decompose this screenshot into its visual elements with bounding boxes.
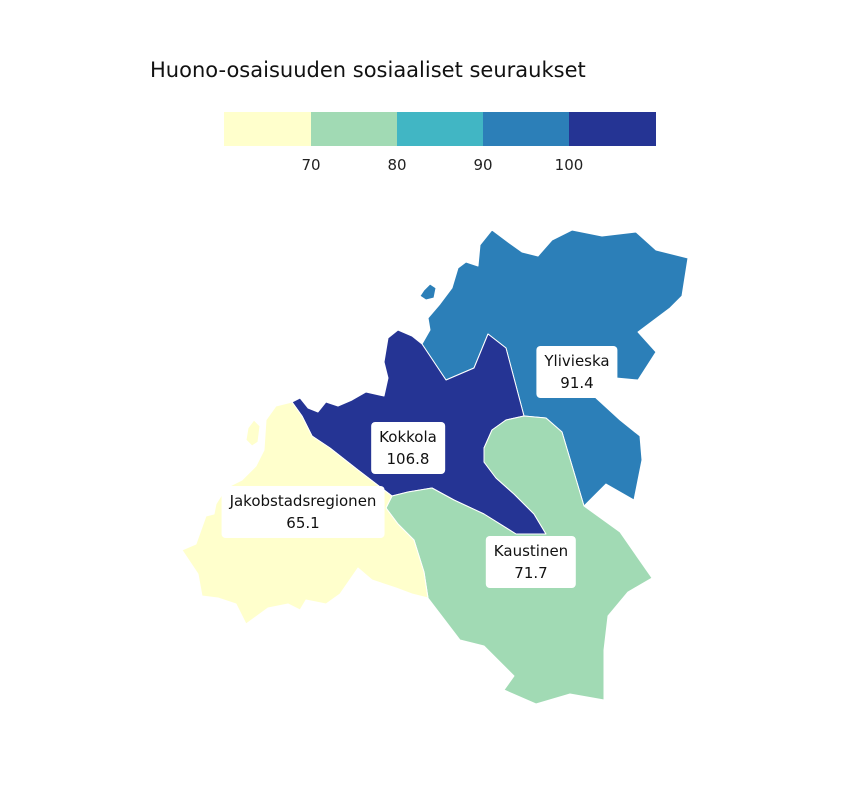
label-kaustinen-name: Kaustinen [493,542,569,560]
label-ylivieska-value: 91.4 [560,374,594,392]
region-ylivieska-island [419,283,437,301]
legend-tick-70: 70 [301,156,320,174]
label-jakobstadsregionen-value: 65.1 [286,514,320,532]
legend-swatch-4 [483,112,569,146]
legend-swatch-2 [311,112,397,146]
legend-tick-80: 80 [387,156,406,174]
legend: 70 80 90 100 [224,112,656,174]
legend-tick-90: 90 [473,156,492,174]
label-kokkola: Kokkola 106.8 [371,422,445,474]
label-kaustinen: Kaustinen 71.7 [485,536,577,588]
legend-swatch-1 [224,112,311,146]
label-kaustinen-value: 71.7 [514,564,548,582]
legend-tick-100: 100 [555,156,584,174]
label-kokkola-name: Kokkola [379,428,437,446]
map-title: Huono-osaisuuden sosiaaliset seuraukset [150,58,586,82]
label-ylivieska-name: Ylivieska [544,352,610,370]
legend-swatch-5 [569,112,656,146]
label-kokkola-value: 106.8 [386,450,430,468]
legend-swatch-3 [397,112,483,146]
region-jakobstadsregionen-island [245,419,261,447]
label-ylivieska: Ylivieska 91.4 [536,346,618,398]
label-jakobstadsregionen-name: Jakobstadsregionen [229,492,377,510]
label-jakobstadsregionen: Jakobstadsregionen 65.1 [221,486,385,538]
